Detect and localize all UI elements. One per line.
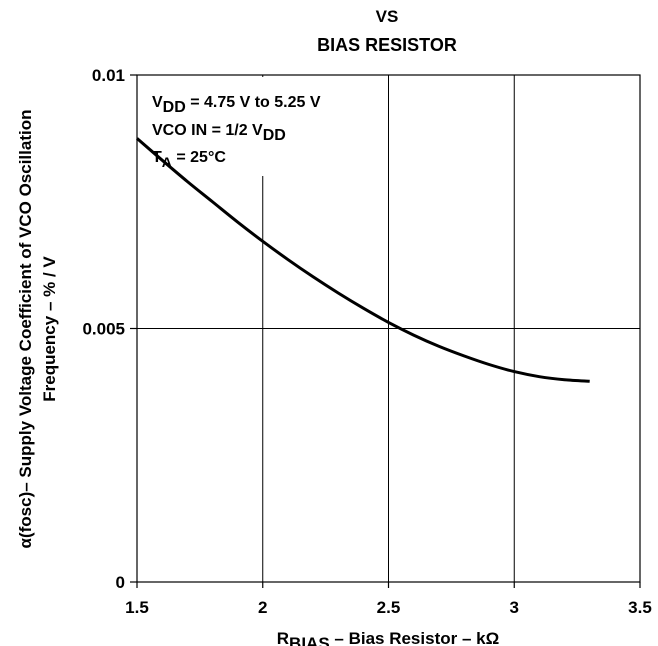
chart-title-line-2: BIAS RESISTOR (317, 35, 457, 55)
annotation-line-vco-in: VCO IN = 1/2 VDD (152, 122, 286, 144)
tick-labels: 1.5 2 2.5 3 3.5 0 0.005 0.01 (82, 66, 651, 617)
x-axis-label: RBIAS – Bias Resistor – kΩ (277, 629, 499, 646)
series-line (136, 137, 590, 383)
x-tick-label: 1.5 (125, 598, 149, 617)
x-tick-label: 2.5 (377, 598, 401, 617)
y-axis-label-line-2: Frequency – % / V (40, 256, 59, 402)
y-tick-label: 0 (116, 573, 125, 592)
chart-title-line-1: VS (376, 7, 399, 26)
x-tick-label: 3 (510, 598, 519, 617)
y-axis-label-line-1: α(fosc)– Supply Voltage Coefficient of V… (16, 110, 35, 549)
x-tick-label: 3.5 (628, 598, 652, 617)
annotation-line-vdd: VDD = 4.75 V to 5.25 V (152, 94, 321, 116)
y-tick-label: 0.005 (82, 320, 125, 339)
x-tick-label: 2 (258, 598, 267, 617)
y-tick-label: 0.01 (92, 66, 125, 85)
